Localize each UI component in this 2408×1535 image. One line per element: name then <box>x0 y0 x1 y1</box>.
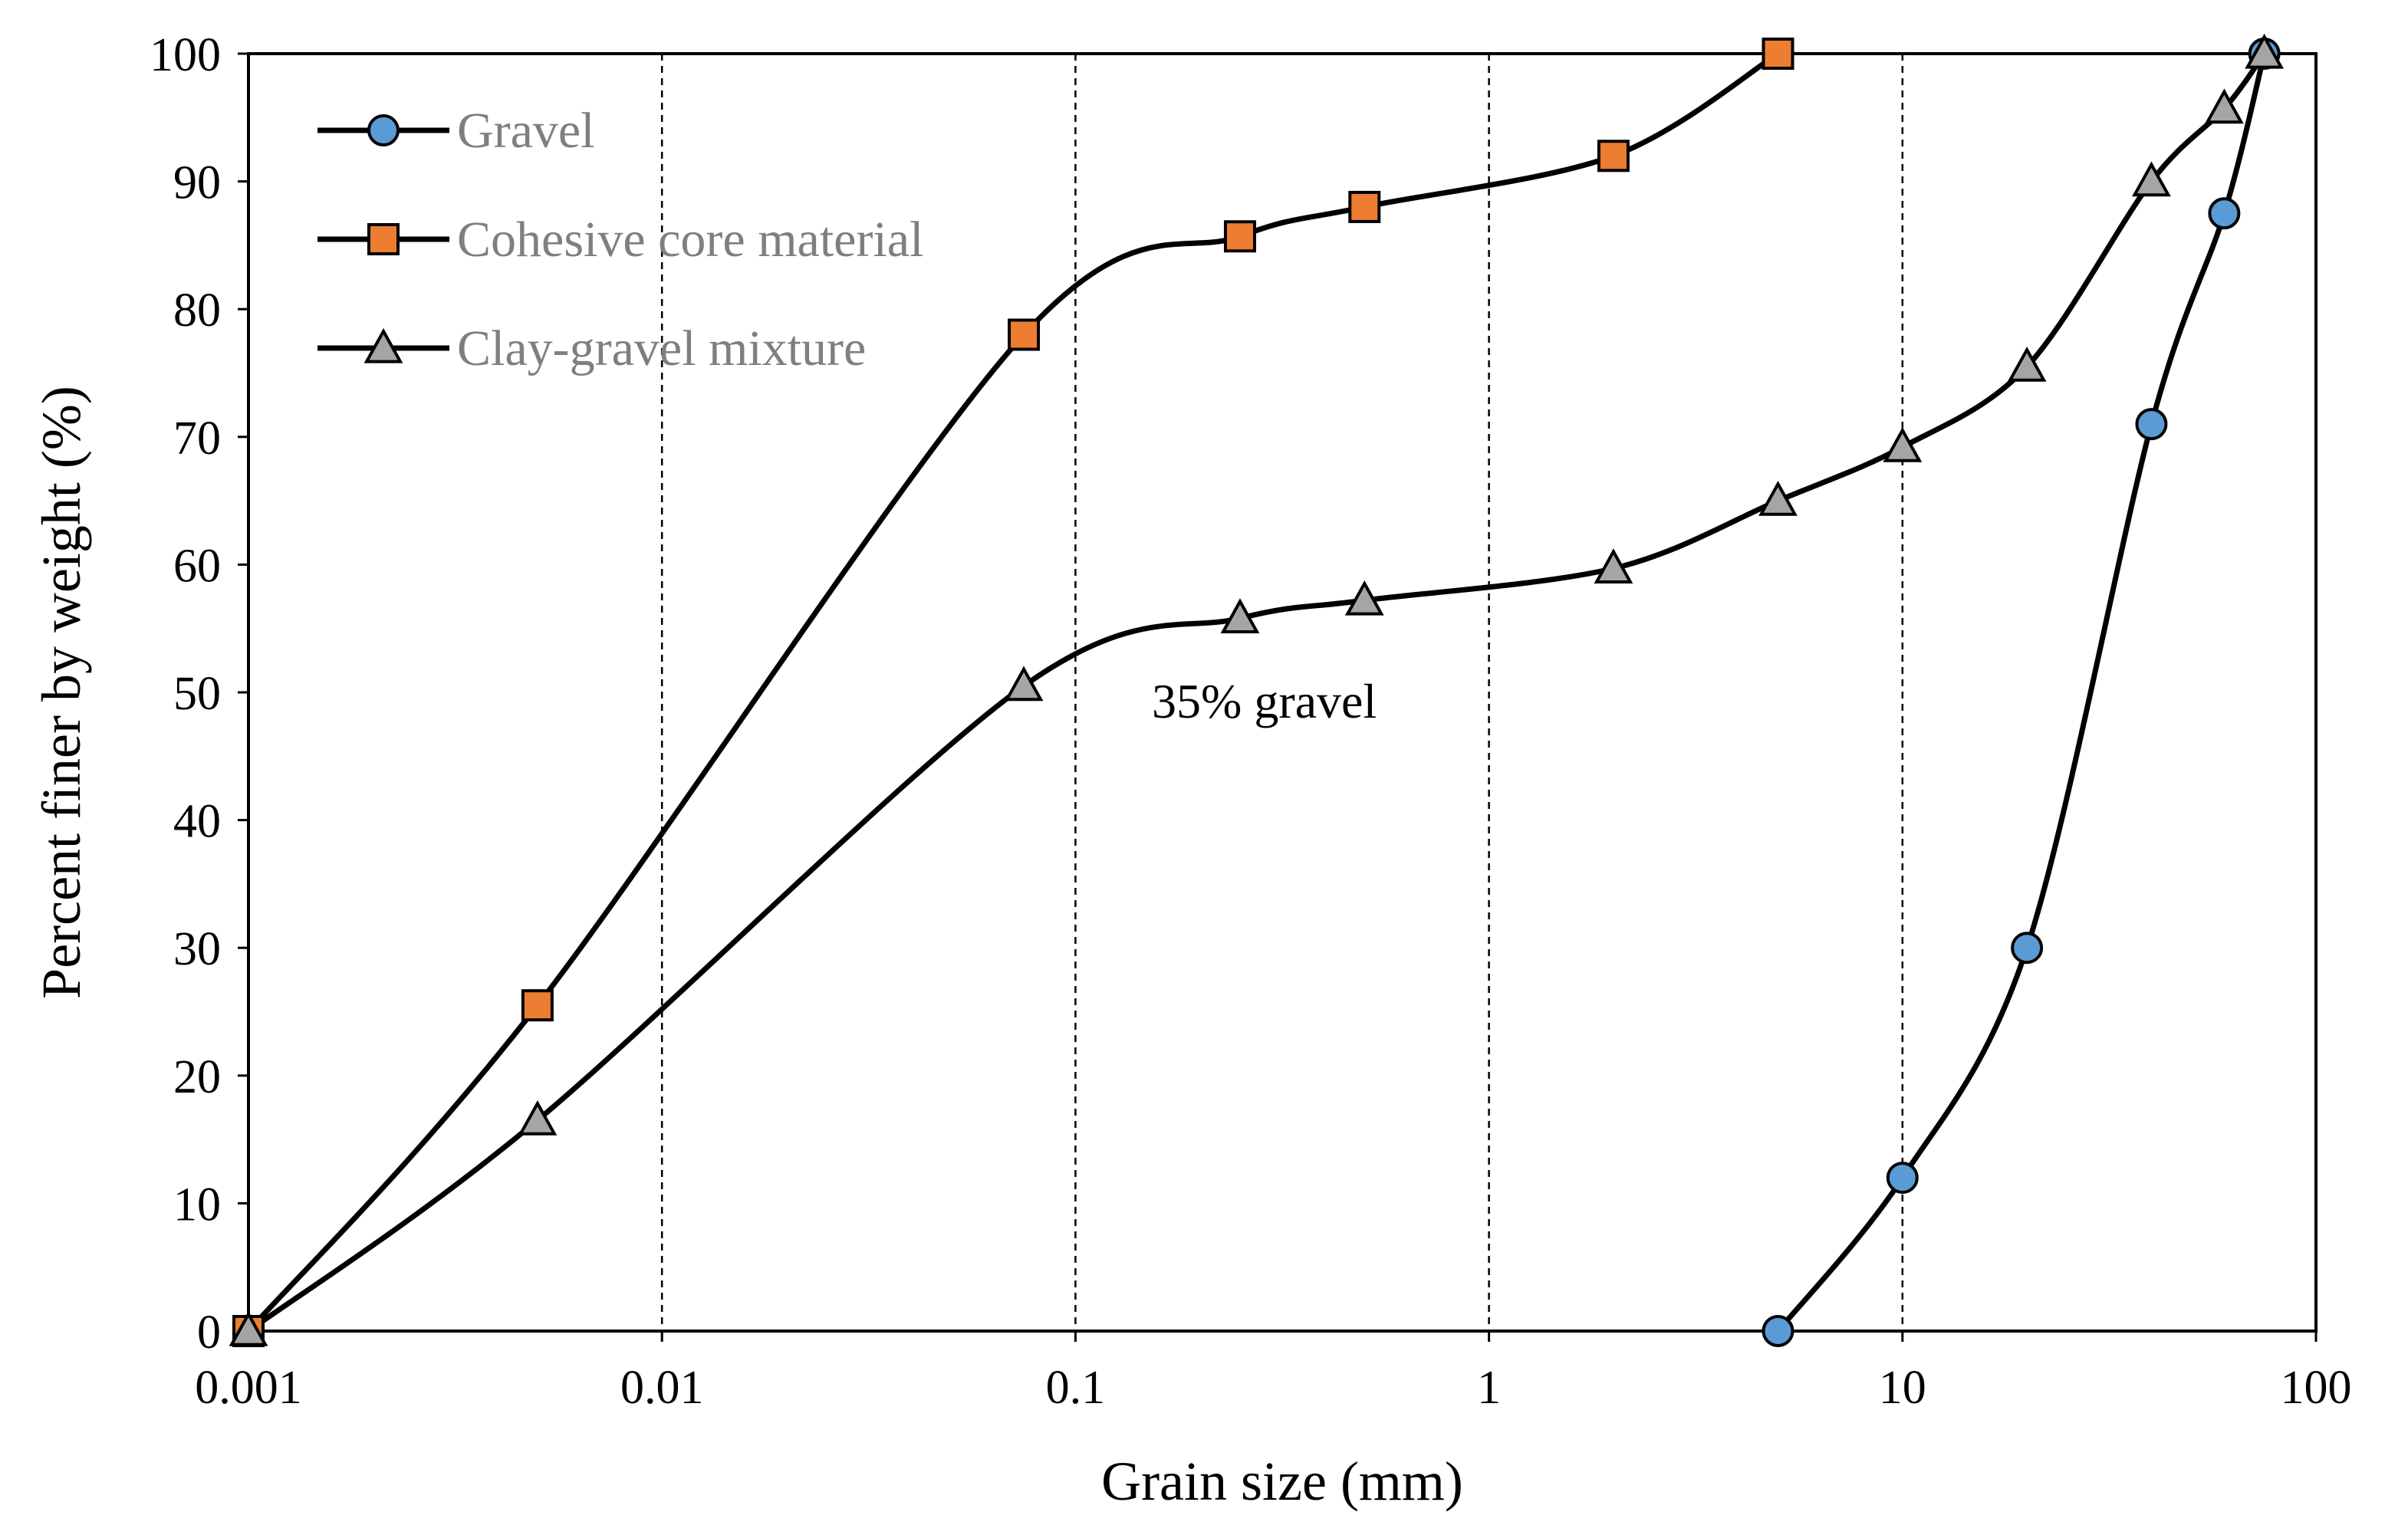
series-markers <box>229 33 2285 1347</box>
series-line-gravel <box>1775 53 2267 1333</box>
legend-label-cohesive-core-material: Cohesive core material <box>457 212 923 268</box>
point-gravel <box>1886 1162 1919 1195</box>
x-tick-label: 0.1 <box>1046 1362 1106 1414</box>
y-tick-label: 60 <box>173 540 221 592</box>
point-cohesive-core-material <box>1008 318 1041 351</box>
point-clay-gravel-mixture <box>1594 548 1633 583</box>
point-gravel <box>2135 408 2168 441</box>
point-clay-gravel-mixture <box>1758 480 1798 516</box>
x-tick-label: 100 <box>2281 1362 2352 1414</box>
legend-marker-cohesive-core-material <box>367 223 400 255</box>
legend-label-clay-gravel-mixture: Clay-gravel mixture <box>457 320 866 376</box>
x-axis-ticks: 0.001 0.01 0.1 1 10 100 <box>195 1331 2352 1414</box>
y-tick-label: 0 <box>197 1307 221 1359</box>
series-line-cohesive-core-material <box>246 51 1780 1333</box>
y-tick-label: 70 <box>173 413 221 465</box>
annotation-label: 35% gravel <box>1152 674 1377 728</box>
point-clay-gravel-mixture <box>229 1310 268 1346</box>
y-axis-ticks: 0 10 20 30 40 50 60 70 80 90 100 <box>150 29 248 1359</box>
y-tick-label: 80 <box>173 284 221 337</box>
x-tick-label: 1 <box>1477 1362 1501 1414</box>
point-clay-gravel-mixture <box>1883 427 1923 462</box>
point-cohesive-core-material <box>1223 220 1256 253</box>
point-clay-gravel-mixture <box>1344 580 1384 616</box>
point-clay-gravel-mixture <box>2007 347 2047 382</box>
y-tick-label: 90 <box>173 157 221 209</box>
y-tick-label: 30 <box>173 923 221 975</box>
legend-marker-clay-gravel-mixture <box>364 327 403 363</box>
point-gravel <box>2011 932 2044 965</box>
x-axis-title: Grain size (mm) <box>1101 1451 1463 1512</box>
legend: Gravel Cohesive core material Clay-gravel … <box>317 103 923 376</box>
series-line-clay-gravel-mixture <box>246 51 2267 1333</box>
point-cohesive-core-material <box>1348 190 1381 223</box>
y-tick-label: 10 <box>173 1178 221 1231</box>
y-tick-label: 100 <box>150 29 221 81</box>
y-tick-label: 20 <box>173 1051 221 1103</box>
legend-marker-gravel <box>367 114 400 146</box>
point-gravel <box>1762 1315 1794 1347</box>
point-cohesive-core-material <box>1762 38 1794 70</box>
point-clay-gravel-mixture <box>2132 161 2171 197</box>
point-clay-gravel-mixture <box>1004 666 1044 702</box>
point-clay-gravel-mixture <box>518 1099 558 1136</box>
y-axis-title: Percent finer by weight (%) <box>31 386 92 999</box>
y-tick-label: 40 <box>173 796 221 848</box>
legend-label-gravel: Gravel <box>457 103 595 159</box>
point-clay-gravel-mixture <box>2204 88 2244 124</box>
point-clay-gravel-mixture <box>1220 598 1260 633</box>
point-clay-gravel-mixture <box>2245 33 2285 69</box>
gridlines <box>660 54 1904 1331</box>
point-cohesive-core-material <box>1597 140 1630 173</box>
point-gravel <box>2208 197 2241 230</box>
y-tick-label: 50 <box>173 668 221 720</box>
x-tick-label: 0.001 <box>195 1362 302 1414</box>
x-tick-label: 10 <box>1879 1362 1926 1414</box>
point-cohesive-core-material <box>521 989 554 1022</box>
x-tick-label: 0.01 <box>620 1362 704 1414</box>
